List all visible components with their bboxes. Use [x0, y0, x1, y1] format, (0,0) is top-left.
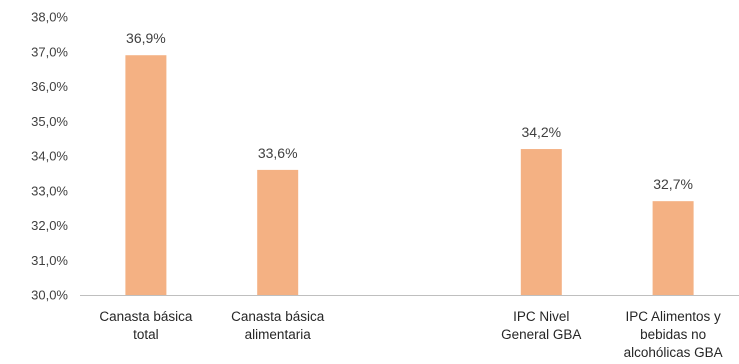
- y-tick-label: 37,0%: [31, 44, 68, 59]
- category-label: General GBA: [501, 327, 581, 342]
- category-label: Canasta básica: [99, 309, 193, 324]
- data-label: 34,2%: [521, 124, 561, 140]
- bar: [257, 169, 299, 295]
- y-tick-label: 35,0%: [31, 114, 68, 129]
- y-tick-label: 36,0%: [31, 79, 68, 94]
- category-label: IPC Alimentos y: [625, 309, 721, 324]
- category-label: IPC Nivel: [513, 309, 569, 324]
- category-label: alcohólicas GBA: [624, 345, 723, 360]
- category-labels: Canasta básica total Canasta básica aliment…: [99, 309, 722, 360]
- y-tick-label: 30,0%: [31, 288, 68, 303]
- y-tick-label: 38,0%: [31, 10, 68, 25]
- y-axis-ticks: 30,0% 31,0% 32,0% 33,0% 34,0% 35,0% 36,0% 37,0%…: [31, 10, 68, 303]
- category-label: bebidas no: [640, 327, 706, 342]
- data-label: 32,7%: [653, 176, 693, 192]
- bar: [520, 149, 562, 295]
- data-labels: 36,9% 33,6% 34,2% 32,7%: [126, 30, 693, 192]
- y-tick-label: 34,0%: [31, 149, 68, 164]
- bars: [125, 55, 694, 295]
- category-label: total: [133, 327, 159, 342]
- bar: [125, 55, 167, 295]
- category-label: alimentaria: [245, 327, 312, 342]
- category-label: Canasta básica: [231, 309, 325, 324]
- bar: [652, 201, 694, 295]
- y-tick-label: 31,0%: [31, 253, 68, 268]
- data-label: 36,9%: [126, 30, 166, 46]
- y-tick-label: 32,0%: [31, 218, 68, 233]
- y-tick-label: 33,0%: [31, 183, 68, 198]
- data-label: 33,6%: [258, 145, 298, 161]
